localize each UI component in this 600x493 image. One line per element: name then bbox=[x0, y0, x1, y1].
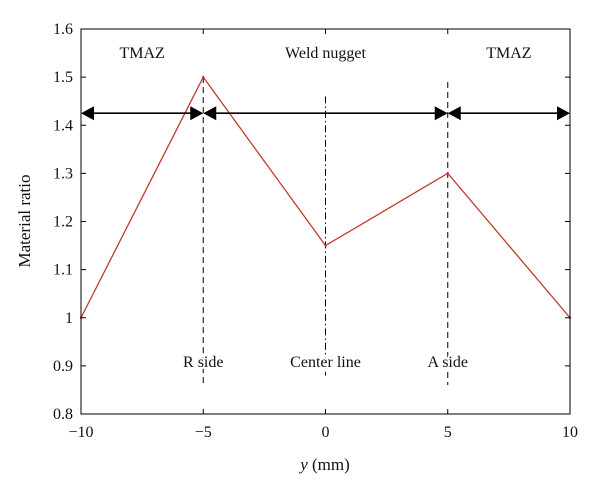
line-label: A side bbox=[428, 354, 468, 371]
data-point bbox=[202, 75, 205, 79]
y-tick-label: 1 bbox=[65, 310, 73, 327]
y-axis-label: Material ratio bbox=[15, 175, 34, 268]
zone-arrow-head-left bbox=[447, 106, 461, 121]
zone-arrow-head-right bbox=[190, 106, 204, 121]
x-tick-label: −10 bbox=[68, 424, 93, 441]
region-label: TMAZ bbox=[486, 45, 531, 62]
y-tick-label: 0.8 bbox=[53, 406, 73, 423]
y-tick-label: 0.9 bbox=[53, 358, 73, 375]
y-tick-label: 1.1 bbox=[53, 262, 73, 279]
line-label: R side bbox=[183, 354, 223, 371]
x-tick-label: −5 bbox=[195, 424, 212, 441]
x-axis-label-unit: (mm) bbox=[308, 455, 350, 474]
x-axis-label-var: y bbox=[298, 455, 308, 474]
y-tick-label: 1.5 bbox=[53, 69, 73, 86]
chart-text: −10 −5 0 5 10 0.8 0.9 1 1.1 1.2 1.3 1.4 1.5 1.6 TMAZ We… bbox=[53, 21, 578, 441]
data-point bbox=[446, 172, 449, 175]
y-tick-label: 1.3 bbox=[53, 165, 73, 182]
x-axis-label: y (mm) bbox=[298, 455, 350, 474]
y-tick-label: 1.4 bbox=[53, 117, 73, 134]
region-label: Weld nugget bbox=[285, 45, 366, 62]
zone-arrow-head-right bbox=[434, 106, 448, 121]
chart-axes bbox=[80, 28, 571, 415]
x-tick-label: 10 bbox=[562, 424, 578, 441]
y-tick-label: 1.2 bbox=[53, 214, 73, 231]
line-label: Center line bbox=[290, 354, 361, 371]
x-tick-label: 0 bbox=[322, 424, 330, 441]
y-tick-label: 1.6 bbox=[53, 21, 73, 38]
zone-arrow-head-left bbox=[81, 106, 94, 121]
x-tick-label: 5 bbox=[444, 424, 452, 441]
zone-arrows bbox=[81, 106, 570, 121]
zone-arrow-head-left bbox=[203, 106, 217, 121]
data-point bbox=[324, 244, 327, 247]
region-label: TMAZ bbox=[119, 45, 164, 62]
chart-annotation-lines bbox=[202, 77, 449, 386]
zone-arrow-head-right bbox=[557, 106, 570, 121]
